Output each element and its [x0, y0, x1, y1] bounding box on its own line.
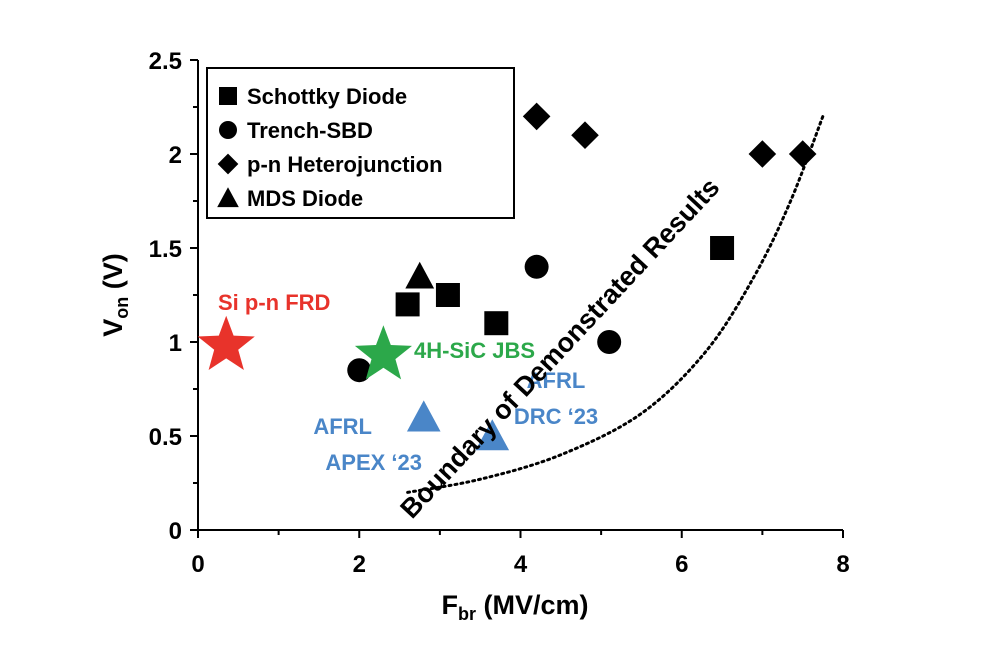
point-trench-sbd	[597, 330, 622, 354]
y-axis-title: Von (V)	[98, 253, 132, 337]
data-points	[347, 102, 817, 383]
legend-label-p-n-heterojunction: p-n Heterojunction	[247, 152, 443, 177]
point-p-n-heterojunction	[748, 140, 777, 168]
legend: Schottky Diode Trench-SBD p-n Heterojuncti…	[206, 67, 515, 219]
point-trench-sbd	[524, 254, 549, 279]
annotation-afrl-drc-line1: AFRL	[527, 368, 586, 393]
x-tick-label: 2	[353, 551, 366, 578]
annotation-afrl-apex-line2: APEX ‘23	[325, 450, 422, 475]
annotation-afrl-apex-line1: AFRL	[313, 414, 372, 439]
annotation-4h-sic-jbs: 4H-SiC JBS	[414, 338, 535, 363]
point-mds-diode	[405, 261, 435, 289]
legend-marker-schottky-diode	[219, 87, 237, 105]
plot-axes	[190, 59, 844, 538]
annotation-si-pn-frd: Si p-n FRD	[218, 290, 330, 315]
highlight-triangle-2	[406, 400, 441, 432]
y-axis-title-rest: (V)	[98, 253, 128, 297]
point-schottky-diode	[484, 311, 509, 336]
y-tick-label: 1.5	[149, 236, 182, 263]
y-tick-label: 0.5	[149, 424, 182, 451]
y-axis-title-main: V	[98, 319, 128, 337]
y-tick-label: 2.5	[149, 48, 182, 75]
legend-marker-p-n-heterojunction	[217, 153, 239, 175]
x-axis-title-main: F	[441, 590, 458, 620]
legend-label-schottky-diode: Schottky Diode	[247, 84, 407, 109]
point-schottky-diode	[395, 292, 420, 317]
point-p-n-heterojunction	[522, 102, 551, 131]
point-schottky-diode	[435, 283, 460, 307]
y-tick-label: 1	[169, 330, 182, 357]
legend-box	[206, 67, 515, 219]
highlight-markers	[197, 315, 510, 451]
x-axis-title-rest: (MV/cm)	[476, 590, 589, 620]
legend-marker-mds-diode	[217, 187, 239, 208]
tick-labels: 0 2 4 6 8 0 0.5 1 1.5 2 2.5	[149, 48, 850, 578]
x-tick-label: 8	[836, 551, 849, 578]
x-tick-label: 0	[191, 551, 204, 578]
annotation-afrl-drc-line2: DRC ‘23	[514, 404, 598, 429]
y-tick-label: 0	[169, 518, 182, 545]
x-tick-label: 6	[675, 551, 688, 578]
legend-label-trench-sbd: Trench-SBD	[247, 118, 373, 143]
point-trench-sbd	[347, 358, 372, 383]
highlight-star-0	[197, 315, 255, 370]
point-p-n-heterojunction	[571, 121, 599, 149]
x-axis-title: Fbr (MV/cm)	[441, 590, 588, 624]
legend-marker-trench-sbd	[219, 121, 237, 139]
boundary-curve	[406, 114, 825, 494]
highlight-star-1	[354, 325, 412, 380]
legend-label-mds-diode: MDS Diode	[247, 186, 363, 211]
highlight-triangle-3	[475, 419, 510, 451]
point-p-n-heterojunction	[788, 140, 817, 168]
point-schottky-diode	[710, 236, 735, 260]
x-axis-title-sub: br	[458, 604, 476, 624]
y-tick-label: 2	[169, 142, 182, 169]
y-axis-title-sub: on	[112, 297, 132, 319]
boundary-curve-group	[406, 114, 825, 494]
x-tick-label: 4	[514, 551, 528, 578]
